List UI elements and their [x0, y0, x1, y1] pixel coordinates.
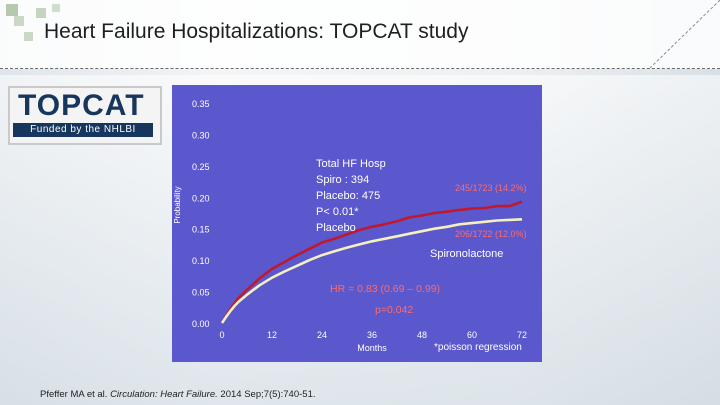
y-tick-label: 0.05 [192, 288, 210, 298]
citation: Pfeffer MA et al. Circulation: Heart Fai… [40, 389, 316, 400]
placebo-line [220, 200, 523, 324]
decor-square [52, 4, 60, 12]
decor-square [36, 8, 46, 18]
hr-label: HR = 0.83 (0.69 – 0.99) [330, 283, 440, 295]
y-tick-label: 0.25 [192, 162, 210, 172]
summary-line: Total HF Hosp [316, 158, 386, 170]
x-tick-label: 72 [517, 330, 527, 340]
decor-square [6, 4, 18, 16]
decor-square [14, 16, 24, 26]
decor-square [24, 32, 33, 41]
y-tick-label: 0.20 [192, 193, 210, 203]
slide-header: Heart Failure Hospitalizations: TOPCAT s… [0, 0, 720, 69]
x-tick-label: 36 [367, 330, 377, 340]
y-tick-label: 0.10 [192, 256, 210, 266]
decor-diagonal [649, 0, 720, 68]
summary-line: Placebo [316, 222, 356, 234]
y-tick-label: 0.15 [192, 225, 210, 235]
spironolactone-label: Spironolactone [430, 248, 503, 260]
summary-line: Spiro : 394 [316, 174, 369, 186]
spiro-rate-label: 206/1722 (12.0%) [455, 229, 527, 239]
placebo-rate-label: 245/1723 (14.2%) [455, 183, 527, 193]
citation-details: 2014 Sep;7(5):740-51. [217, 389, 316, 400]
x-axis-label: Months [357, 343, 387, 353]
p-value-label: p=0.042 [375, 304, 413, 316]
logo-wordmark: TOPCAT [18, 89, 145, 122]
summary-line: P< 0.01* [316, 206, 359, 218]
y-tick-label: 0.00 [192, 319, 210, 329]
y-tick-label: 0.30 [192, 130, 210, 140]
footnote-label: *poisson regression [434, 342, 522, 353]
y-tick-label: 0.35 [192, 99, 210, 109]
chart-panel: 0.00 0.05 0.10 0.15 0.20 0.25 0.30 0.35 0 12 24 36 4… [172, 85, 542, 362]
page-title: Heart Failure Hospitalizations: TOPCAT s… [44, 20, 469, 43]
y-axis-label: Probability [173, 186, 182, 223]
x-tick-label: 24 [317, 330, 327, 340]
topcat-logo: TOPCAT Funded by the NHLBI [8, 86, 162, 145]
x-tick-label: 12 [267, 330, 277, 340]
x-tick-label: 60 [467, 330, 477, 340]
x-tick-label: 48 [417, 330, 427, 340]
citation-journal: Circulation: Heart Failure. [110, 389, 218, 400]
summary-line: Placebo: 475 [316, 190, 380, 202]
x-tick-label: 0 [219, 330, 224, 340]
citation-authors: Pfeffer MA et al. [40, 389, 111, 400]
logo-funded-by: Funded by the NHLBI [13, 123, 153, 137]
km-chart: 0.00 0.05 0.10 0.15 0.20 0.25 0.30 0.35 0 12 24 36 4… [173, 99, 527, 353]
spironolactone-line [220, 218, 523, 324]
